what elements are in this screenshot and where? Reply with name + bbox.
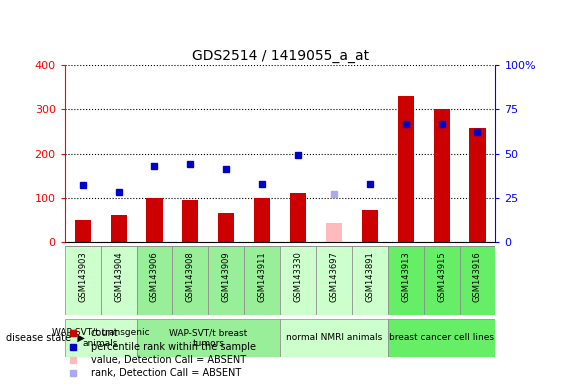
Bar	[326, 223, 342, 242]
Bar	[434, 109, 450, 242]
Bar	[172, 246, 208, 315]
Bar	[101, 246, 137, 315]
Bar	[280, 319, 388, 357]
Bar	[470, 128, 485, 242]
Bar	[280, 246, 316, 315]
Bar	[244, 246, 280, 315]
Bar	[424, 246, 459, 315]
Bar	[352, 246, 388, 315]
Text: GSM143916: GSM143916	[473, 251, 482, 302]
Text: WAP-SVT/t transgenic
animals: WAP-SVT/t transgenic animals	[52, 328, 149, 348]
Bar	[254, 198, 270, 242]
Text: normal NMRI animals: normal NMRI animals	[286, 333, 382, 343]
Text: GSM143911: GSM143911	[258, 251, 267, 302]
Bar	[182, 200, 198, 242]
Bar	[146, 198, 163, 242]
Bar	[388, 246, 424, 315]
Title: GDS2514 / 1419055_a_at: GDS2514 / 1419055_a_at	[191, 49, 369, 63]
Text: GSM143697: GSM143697	[329, 251, 338, 302]
Bar	[65, 319, 137, 357]
Text: GSM143906: GSM143906	[150, 251, 159, 302]
Text: rank, Detection Call = ABSENT: rank, Detection Call = ABSENT	[91, 368, 241, 379]
Text: GSM143915: GSM143915	[437, 251, 446, 302]
Text: GSM143908: GSM143908	[186, 251, 195, 302]
Bar	[65, 246, 101, 315]
Bar	[137, 319, 280, 357]
Bar	[397, 96, 414, 242]
Bar	[459, 246, 495, 315]
Bar	[290, 194, 306, 242]
Bar	[388, 319, 495, 357]
Text: disease state  ▶: disease state ▶	[6, 333, 84, 343]
Bar	[137, 246, 172, 315]
Bar	[75, 220, 91, 242]
Text: GSM143909: GSM143909	[222, 251, 231, 302]
Text: GSM143904: GSM143904	[114, 251, 123, 302]
Bar	[316, 246, 352, 315]
Text: GSM143913: GSM143913	[401, 251, 410, 302]
Text: GSM143891: GSM143891	[365, 251, 374, 302]
Bar	[110, 215, 127, 242]
Bar	[218, 213, 234, 242]
Text: value, Detection Call = ABSENT: value, Detection Call = ABSENT	[91, 355, 245, 365]
Text: GSM143903: GSM143903	[78, 251, 87, 302]
Bar	[208, 246, 244, 315]
Text: percentile rank within the sample: percentile rank within the sample	[91, 341, 256, 352]
Text: count: count	[91, 328, 118, 338]
Text: GSM143330: GSM143330	[293, 251, 302, 302]
Bar	[362, 210, 378, 242]
Text: WAP-SVT/t breast
tumors: WAP-SVT/t breast tumors	[169, 328, 247, 348]
Text: breast cancer cell lines: breast cancer cell lines	[389, 333, 494, 343]
